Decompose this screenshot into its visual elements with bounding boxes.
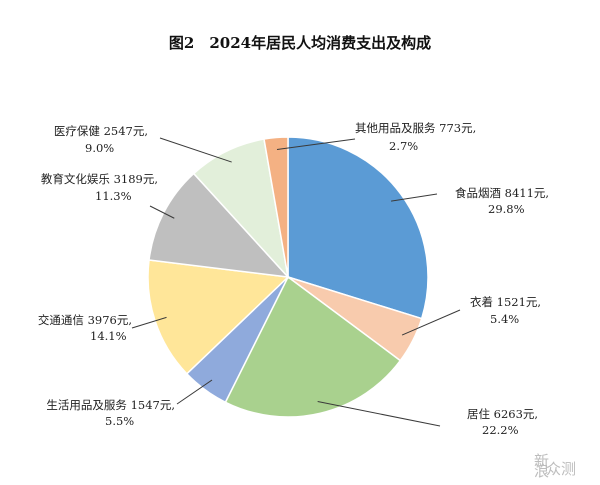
pie-slice-2 xyxy=(224,275,402,418)
watermark-small-text-2: 浪 xyxy=(534,462,549,480)
chart-title: 图2 2024年居民人均消费支出及构成 xyxy=(169,34,431,52)
pie-slices xyxy=(147,136,429,418)
slice-percent-5: 11.3% xyxy=(95,189,132,203)
slice-label-0: 食品烟酒 8411元, xyxy=(455,186,549,200)
slice-percent-1: 5.4% xyxy=(490,312,519,326)
leader-line-4 xyxy=(131,316,167,329)
slice-labels: 食品烟酒 8411元, 29.8% 衣着 1521元, 5.4% 居住 6263元, 22… xyxy=(38,121,549,437)
slice-percent-2: 22.2% xyxy=(482,423,519,437)
watermark-small-text: 新 xyxy=(534,452,549,470)
pie-slice-0 xyxy=(287,136,429,320)
slice-percent-6: 9.0% xyxy=(85,141,114,155)
pie-slice-7 xyxy=(263,136,289,278)
watermark: 新 浪 众测 xyxy=(534,452,576,480)
leader-line-1 xyxy=(401,309,461,336)
leader-line-3 xyxy=(176,379,213,405)
leader-line-2 xyxy=(317,401,441,427)
leader-line-5 xyxy=(149,205,175,219)
slice-percent-7: 2.7% xyxy=(389,139,418,153)
slice-label-6: 医疗保健 2547元, xyxy=(54,124,148,138)
slice-percent-4: 14.1% xyxy=(90,329,127,343)
slice-percent-3: 5.5% xyxy=(105,414,134,428)
watermark-text: 众测 xyxy=(546,460,576,478)
slice-percent-0: 29.8% xyxy=(488,202,525,216)
leader-line-0 xyxy=(390,193,438,202)
slice-label-1: 衣着 1521元, xyxy=(470,295,541,309)
slice-label-7: 其他用品及服务 773元, xyxy=(355,121,476,135)
slice-label-4: 交通通信 3976元, xyxy=(38,313,132,327)
slice-label-3: 生活用品及服务 1547元, xyxy=(46,398,175,412)
leader-line-7 xyxy=(276,138,356,150)
slice-label-5: 教育文化娱乐 3189元, xyxy=(41,172,158,186)
leader-lines xyxy=(131,137,461,427)
pie-slice-6 xyxy=(192,138,290,280)
slice-label-2: 居住 6263元, xyxy=(467,407,538,421)
leader-line-6 xyxy=(159,137,232,163)
